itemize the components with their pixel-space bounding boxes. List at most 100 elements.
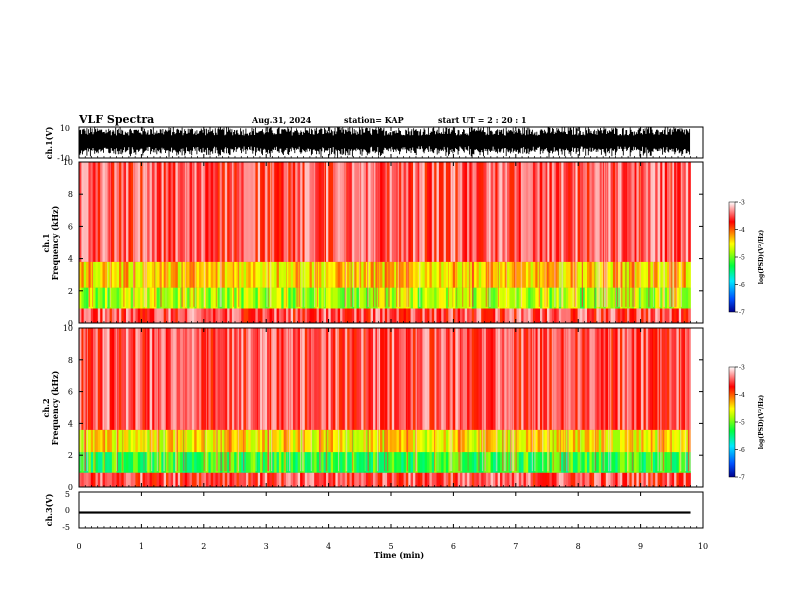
spectrogram-cell: [201, 472, 204, 487]
spectrogram-cell: [109, 429, 113, 453]
spectrogram-cell: [476, 472, 480, 487]
spectrogram-cell: [236, 308, 240, 323]
spectrogram-cell: [525, 287, 529, 309]
spectrogram-cell: [431, 328, 435, 430]
spectrogram-cell: [154, 287, 157, 309]
spectrogram-cell: [570, 452, 574, 473]
spectrogram-cell: [342, 472, 346, 487]
spectrogram-cell: [224, 261, 228, 288]
spectrogram-cell: [276, 308, 280, 323]
spectrogram-cell: [427, 162, 430, 262]
spectrogram-cell: [142, 308, 146, 323]
spectrogram-cell: [257, 261, 261, 288]
spectrogram-cell: [596, 472, 600, 487]
spectrogram-cell: [500, 162, 503, 262]
spectrogram-cell: [382, 328, 386, 430]
spectrogram-cell: [135, 308, 139, 323]
spectrogram-cell: [246, 429, 249, 453]
spectrogram-cell: [173, 162, 176, 262]
spectrogram-cell: [250, 261, 254, 288]
spectrogram-cell: [540, 261, 543, 288]
spectrogram-cell: [509, 472, 513, 487]
spectrogram-cell: [370, 287, 374, 309]
spectrogram-cell: [370, 472, 374, 487]
spectrogram-cell: [187, 429, 190, 453]
spectrogram-cell: [565, 162, 569, 262]
spectrogram-cell: [281, 452, 284, 473]
spectrogram-cell: [664, 261, 668, 288]
spectrogram-cell: [126, 328, 129, 430]
spectrogram-cell: [528, 472, 531, 487]
spectrogram-cell: [189, 429, 193, 453]
spectrogram-cell: [582, 429, 585, 453]
spectrogram-cell: [580, 452, 583, 473]
spectrogram-cell: [659, 287, 663, 309]
spectrogram-cell: [260, 308, 263, 323]
spectrogram-cell: [370, 429, 374, 453]
spectrogram-cell: [161, 472, 164, 487]
spectrogram-cell: [262, 472, 266, 487]
spectrogram-cell: [507, 287, 510, 309]
spectrogram-cell: [81, 472, 85, 487]
spectrogram-cell: [610, 162, 614, 262]
spectrogram-cell: [568, 452, 571, 473]
spectrogram-cell: [580, 162, 583, 262]
spectrogram-cell: [563, 308, 567, 323]
spectrogram-cell: [191, 429, 195, 453]
spectrogram-cell: [518, 472, 522, 487]
spectrogram-cell: [495, 261, 498, 288]
spectrogram-cell: [236, 261, 240, 288]
spectrogram-cell: [328, 472, 331, 487]
spectrogram-cell: [314, 429, 317, 453]
spectrogram-cell: [420, 452, 423, 473]
spectrogram-cell: [485, 308, 489, 323]
spectrogram-cell: [314, 472, 317, 487]
spectrogram-cell: [354, 328, 357, 430]
spectrogram-cell: [394, 328, 397, 430]
spectrogram-cell: [681, 472, 684, 487]
spectrogram-cell: [615, 308, 618, 323]
spectrogram-cell: [168, 429, 172, 453]
spectrogram-cell: [361, 429, 364, 453]
spectrogram-cell: [222, 308, 226, 323]
spectrogram-cell: [147, 162, 150, 262]
spectrogram-cell: [130, 287, 134, 309]
spectrogram-cell: [104, 429, 108, 453]
spectrogram-cell: [382, 261, 386, 288]
spectrogram-cell: [391, 429, 395, 453]
spectrogram-cell: [97, 452, 101, 473]
spectrogram-cell: [278, 162, 282, 262]
spectrogram-cell: [591, 287, 595, 309]
spectrogram-cell: [368, 452, 371, 473]
spectrogram-cell: [403, 308, 407, 323]
spectrogram-cell: [168, 472, 172, 487]
spectrogram-cell: [93, 328, 96, 430]
spectrogram-cell: [507, 429, 510, 453]
spectrogram-cell: [551, 261, 555, 288]
spectrogram-cell: [462, 429, 466, 453]
spectrogram-cell: [429, 162, 433, 262]
spectrogram-cell: [490, 261, 494, 288]
spectrogram-cell: [83, 308, 87, 323]
spectrogram-cell: [462, 452, 466, 473]
spectrogram-cell: [182, 287, 186, 309]
spectrogram-cell: [676, 452, 680, 473]
spectrogram-cell: [330, 261, 334, 288]
spectrogram-cell: [380, 429, 383, 453]
time-tick-label: 9: [638, 542, 643, 551]
spectrogram-cell: [615, 452, 618, 473]
spectrogram-cell: [337, 261, 341, 288]
spectrogram-cell: [281, 429, 284, 453]
spectrogram-cell: [488, 452, 491, 473]
spectrogram-cell: [307, 452, 310, 473]
spectrogram-cell: [467, 287, 470, 309]
ch1-colorbar-ticks: -3-4-5-6-7: [735, 200, 745, 317]
spectrogram-cell: [335, 162, 339, 262]
spectrogram-cell: [161, 162, 164, 262]
spectrogram-cell: [391, 287, 395, 309]
spectrogram-cell: [542, 429, 545, 453]
spectrogram-cell: [443, 328, 447, 430]
spectrogram-cell: [111, 287, 115, 309]
spectrogram-cell: [401, 287, 404, 309]
